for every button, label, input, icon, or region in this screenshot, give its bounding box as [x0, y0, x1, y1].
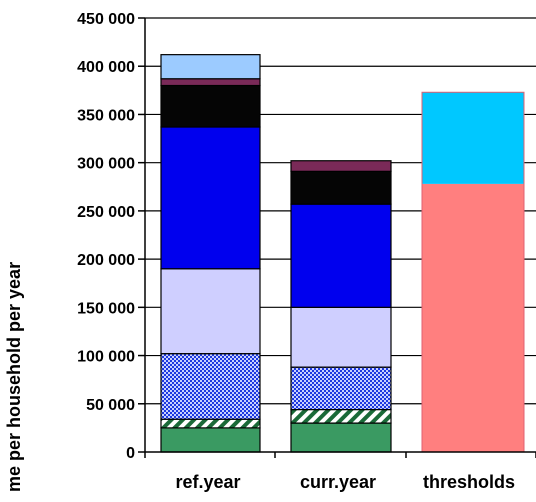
y-tick-label: 400 000: [77, 59, 135, 76]
bar-segment-curr-year-13: [290, 170, 392, 205]
axes: [138, 17, 536, 458]
y-tick-label: 300 000: [77, 156, 135, 173]
y-tick-label: 200 000: [77, 252, 135, 269]
bar-segment-ref-year-7: [160, 54, 261, 80]
axis-labels: 0 50 000 100 000 150 000 200 000 250 000 300 0…: [4, 11, 515, 492]
bar-segment-ref-year-5: [160, 84, 261, 128]
bar-segment-curr-year-9: [290, 408, 392, 424]
x-category-label: ref.year: [175, 472, 240, 492]
bar-segment-ref-year-1: [160, 418, 261, 429]
y-tick-label: 0: [126, 445, 135, 462]
bar-segment-ref-year-0: [160, 427, 261, 453]
y-tick-label: 250 000: [77, 204, 135, 221]
bar-segment-thresholds-15: [422, 183, 524, 452]
bar-segment-ref-year-3: [160, 268, 261, 355]
bars: [160, 54, 525, 453]
x-category-label: thresholds: [423, 472, 515, 492]
bar-segment-ref-year-2: [160, 353, 261, 420]
bar-segment-curr-year-12: [290, 203, 392, 308]
bar-segment-curr-year-10: [290, 366, 392, 411]
bar-segment-curr-year-8: [290, 422, 392, 453]
bar-segment-ref-year-6: [160, 78, 261, 87]
bar-segment-ref-year-4: [160, 126, 261, 270]
x-category-label: curr.year: [300, 472, 376, 492]
bar-segment-thresholds-16: [422, 92, 524, 184]
bar-segment-curr-year-14: [290, 160, 392, 172]
y-tick-label: 150 000: [77, 300, 135, 317]
bar-segment-curr-year-11: [290, 306, 392, 368]
y-tick-label: 100 000: [77, 349, 135, 366]
y-tick-label: 450 000: [77, 11, 135, 28]
y-tick-label: 50 000: [86, 397, 135, 414]
y-tick-label: 350 000: [77, 107, 135, 124]
y-axis-title: me per household per year: [4, 262, 24, 492]
